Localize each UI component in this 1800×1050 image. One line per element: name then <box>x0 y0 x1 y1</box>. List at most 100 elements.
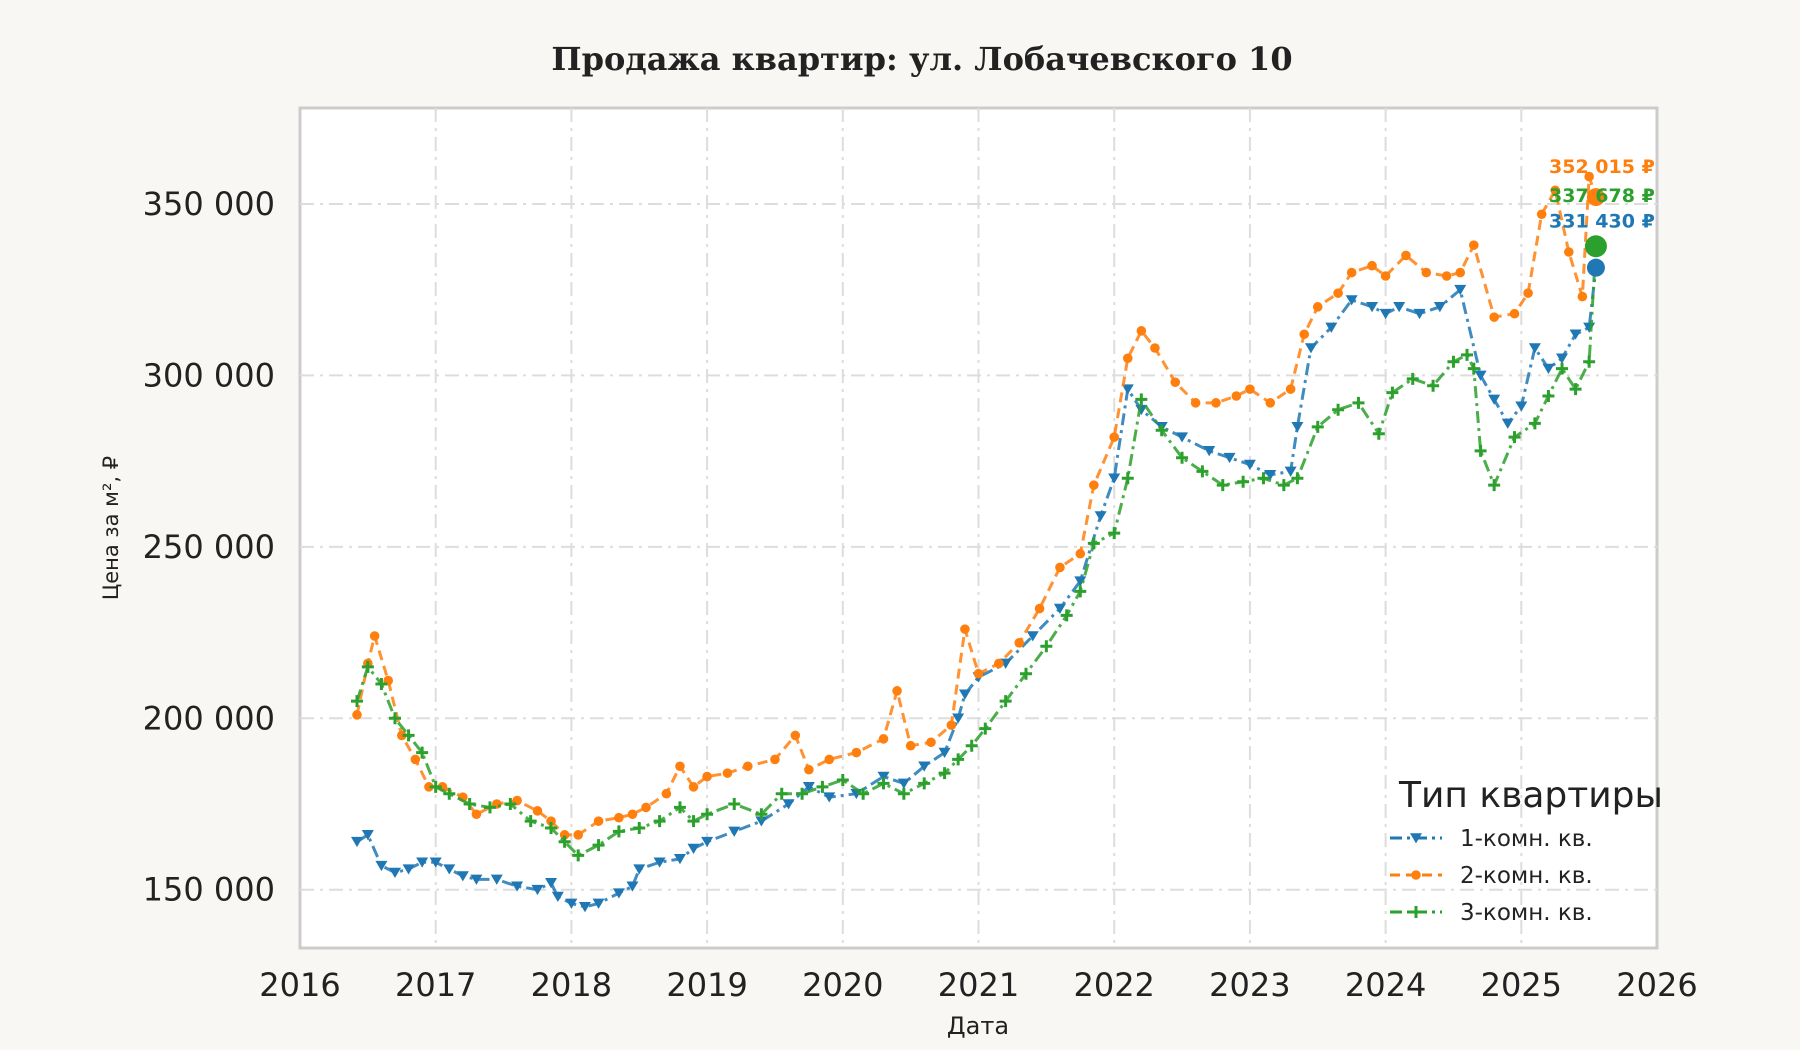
data-point <box>1094 511 1107 522</box>
x-tick-label: 2018 <box>531 966 612 1004</box>
data-point <box>877 777 890 790</box>
data-point <box>1332 403 1345 416</box>
data-point <box>702 771 712 782</box>
data-point <box>1216 479 1229 492</box>
endpoint-marker <box>1584 235 1607 258</box>
data-point <box>504 798 517 810</box>
data-point <box>1265 398 1276 408</box>
data-point <box>592 898 605 909</box>
data-point <box>593 816 604 826</box>
data-point <box>1550 185 1561 196</box>
data-point <box>545 822 558 834</box>
data-point <box>952 753 965 766</box>
data-point <box>1245 384 1255 394</box>
data-point <box>1026 631 1039 642</box>
data-point <box>1433 302 1446 313</box>
data-point <box>653 857 666 868</box>
data-point <box>1277 479 1290 492</box>
data-point <box>804 764 814 775</box>
data-point <box>1528 417 1541 430</box>
x-tick-label: 2026 <box>1616 966 1697 1004</box>
data-point <box>1223 452 1236 464</box>
data-point <box>1393 302 1406 313</box>
data-point <box>1055 562 1065 573</box>
data-point <box>688 782 699 792</box>
data-point <box>416 746 429 759</box>
data-point <box>1366 302 1379 313</box>
data-point <box>687 843 700 854</box>
data-point <box>722 768 733 778</box>
data-point <box>1087 537 1100 550</box>
data-point <box>1461 348 1474 361</box>
data-point <box>675 761 685 772</box>
y-tick-label: 150 000 <box>143 871 275 909</box>
data-point <box>1367 260 1377 271</box>
data-point <box>511 881 524 892</box>
data-point <box>1556 353 1569 364</box>
data-point <box>1231 391 1242 401</box>
data-point <box>770 754 780 765</box>
data-point <box>1474 444 1487 457</box>
data-point <box>578 902 591 913</box>
data-point <box>361 830 374 841</box>
data-point <box>416 857 429 868</box>
y-axis-label: Цена за м², ₽ <box>99 456 123 600</box>
data-point <box>1455 267 1466 278</box>
legend-label: 3-комн. кв. <box>1460 900 1593 926</box>
data-point <box>633 864 646 875</box>
data-point <box>701 808 714 821</box>
data-point <box>1109 432 1119 442</box>
data-point <box>952 713 965 724</box>
data-point <box>905 740 916 751</box>
data-point <box>1291 422 1304 433</box>
data-point <box>1053 603 1066 614</box>
data-point <box>558 835 571 848</box>
legend-title: Тип квартиры <box>1398 775 1663 816</box>
data-point <box>728 798 741 810</box>
data-point <box>565 898 578 909</box>
data-point <box>1311 420 1324 433</box>
data-point <box>1386 386 1399 399</box>
data-point <box>551 891 564 902</box>
tick-labels: 2016 2017 2018 2019 2020 2021 2022 2023 2024 2025… <box>143 185 1698 1004</box>
data-point <box>1346 267 1357 278</box>
data-point <box>1089 480 1099 490</box>
data-point <box>782 799 795 810</box>
data-point <box>1352 396 1365 409</box>
data-point <box>878 734 889 744</box>
data-point <box>1372 427 1385 440</box>
data-point <box>1563 247 1574 257</box>
x-tick-label: 2016 <box>259 966 340 1004</box>
data-point <box>470 874 483 885</box>
data-point <box>1237 475 1250 488</box>
data-point <box>443 864 456 875</box>
data-point <box>673 801 686 814</box>
data-point <box>965 739 978 752</box>
data-point <box>1469 240 1479 250</box>
data-point <box>918 761 931 772</box>
data-point <box>1508 431 1521 444</box>
data-point <box>388 867 401 878</box>
endpoint-label: 331 430 ₽ <box>1549 211 1655 233</box>
data-point <box>687 815 700 828</box>
data-point <box>857 787 870 800</box>
data-point <box>375 678 388 690</box>
data-point <box>1569 383 1582 396</box>
legend-label: 2-комн. кв. <box>1460 863 1593 889</box>
data-point <box>1410 833 1422 844</box>
endpoint-label: 352 015 ₽ <box>1549 156 1655 178</box>
x-tick-label: 2020 <box>802 966 883 1004</box>
endpoint-layer: 331 430 ₽ 352 015 ₽ 337 678 ₽ <box>1549 156 1655 277</box>
data-point <box>877 771 890 782</box>
data-point <box>728 826 741 837</box>
data-point <box>1136 326 1147 336</box>
chart-title: Продажа квартир: ул. Лобачевского 10 <box>551 40 1292 78</box>
data-point <box>573 830 583 840</box>
data-point <box>1190 398 1201 408</box>
data-point <box>1170 377 1181 388</box>
data-point <box>796 787 809 800</box>
data-point <box>1075 548 1086 559</box>
data-point <box>897 778 910 789</box>
data-point <box>429 780 442 793</box>
data-point <box>456 871 469 882</box>
